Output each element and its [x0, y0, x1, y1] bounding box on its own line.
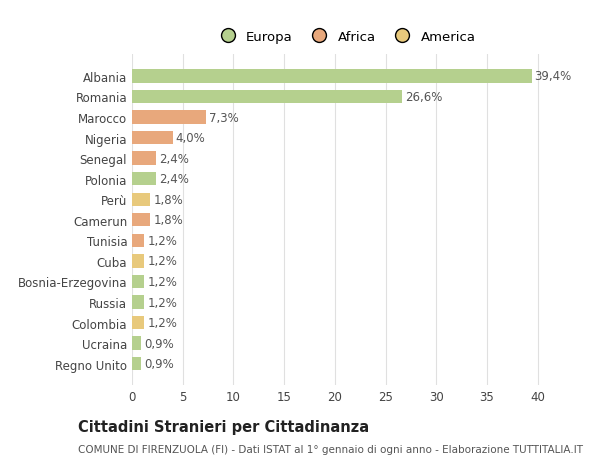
Text: 1,2%: 1,2%: [147, 296, 177, 309]
Bar: [132, 275, 144, 289]
Text: 2,4%: 2,4%: [160, 173, 189, 186]
Text: 1,8%: 1,8%: [154, 214, 183, 227]
Text: Cittadini Stranieri per Cittadinanza: Cittadini Stranieri per Cittadinanza: [78, 419, 369, 434]
Bar: [132, 357, 141, 370]
Bar: [132, 296, 144, 309]
Text: 1,2%: 1,2%: [147, 235, 177, 247]
Text: 26,6%: 26,6%: [405, 91, 442, 104]
Bar: [132, 90, 402, 104]
Text: 39,4%: 39,4%: [535, 70, 572, 83]
Bar: [132, 152, 157, 165]
Bar: [132, 337, 141, 350]
Text: 1,2%: 1,2%: [147, 275, 177, 288]
Bar: [132, 132, 173, 145]
Text: 7,3%: 7,3%: [209, 111, 239, 124]
Bar: [132, 316, 144, 330]
Bar: [132, 173, 157, 186]
Text: 0,9%: 0,9%: [144, 337, 174, 350]
Bar: [132, 255, 144, 268]
Text: 1,2%: 1,2%: [147, 255, 177, 268]
Bar: [132, 193, 150, 207]
Bar: [132, 234, 144, 247]
Bar: [132, 111, 206, 124]
Bar: [132, 213, 150, 227]
Text: 0,9%: 0,9%: [144, 358, 174, 370]
Legend: Europa, Africa, America: Europa, Africa, America: [209, 25, 481, 49]
Text: 2,4%: 2,4%: [160, 152, 189, 165]
Bar: [132, 70, 532, 84]
Text: 1,8%: 1,8%: [154, 193, 183, 206]
Text: COMUNE DI FIRENZUOLA (FI) - Dati ISTAT al 1° gennaio di ogni anno - Elaborazione: COMUNE DI FIRENZUOLA (FI) - Dati ISTAT a…: [78, 444, 583, 454]
Text: 4,0%: 4,0%: [176, 132, 205, 145]
Text: 1,2%: 1,2%: [147, 316, 177, 330]
